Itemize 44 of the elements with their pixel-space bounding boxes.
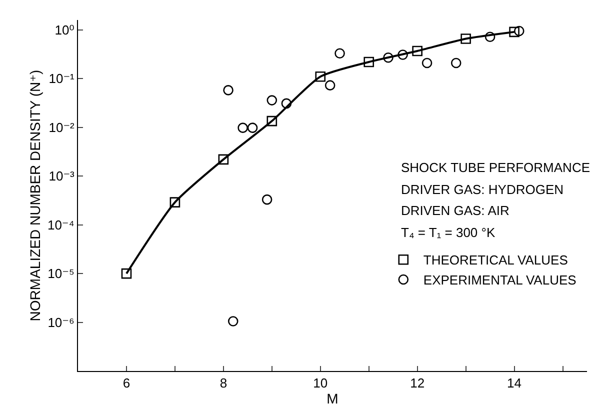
x-tick-label: 14 [507,376,522,391]
point [218,154,229,165]
point [509,26,520,38]
legend-label: THEORETICAL VALUES [423,252,568,268]
point [484,32,496,42]
y-tick-label: 10⁻³ [48,168,76,184]
point [412,46,422,56]
annotation: DRIVEN GAS: AIR [401,203,510,218]
point [262,194,272,205]
y-tick-label: 10⁻⁴ [47,217,74,232]
point [422,58,432,68]
point [315,72,326,82]
y-tick-label: 10⁻⁵ [48,266,74,282]
point [228,316,238,326]
point [281,98,292,109]
y-tick-label: 10⁻¹ [48,71,76,86]
y-tick-label: 10⁻⁶ [48,314,74,330]
legend-label: EXPERIMENTAL VALUES [423,272,577,288]
annotation: DRIVER GAS: HYDROGEN [401,182,564,197]
point [460,34,471,44]
point [450,58,462,68]
x-tick-label: 12 [410,376,425,391]
x-tick-label: 6 [122,376,130,391]
point [170,197,180,208]
point [266,95,278,106]
x-tick-label: 10 [313,376,328,391]
y-tick-label: 10⁰ [54,22,74,38]
y-axis-title: NORMALIZED NUMBER DENSITY (N⁺) [27,70,43,322]
point [334,48,345,59]
point [266,116,278,126]
point [247,122,258,133]
x-axis-title: M [326,390,338,407]
x-tick-label: 8 [220,376,228,391]
point [514,26,524,36]
point [383,52,394,63]
point [398,50,408,60]
point [364,56,374,68]
annotation: SHOCK TUBE PERFORMANCE [401,160,590,175]
point [324,80,336,90]
point [223,85,234,96]
point [238,122,248,133]
point [121,268,132,279]
annotation: T₄ = T₁ = 300 °K [401,225,496,240]
y-tick-label: 10⁻² [48,120,76,135]
